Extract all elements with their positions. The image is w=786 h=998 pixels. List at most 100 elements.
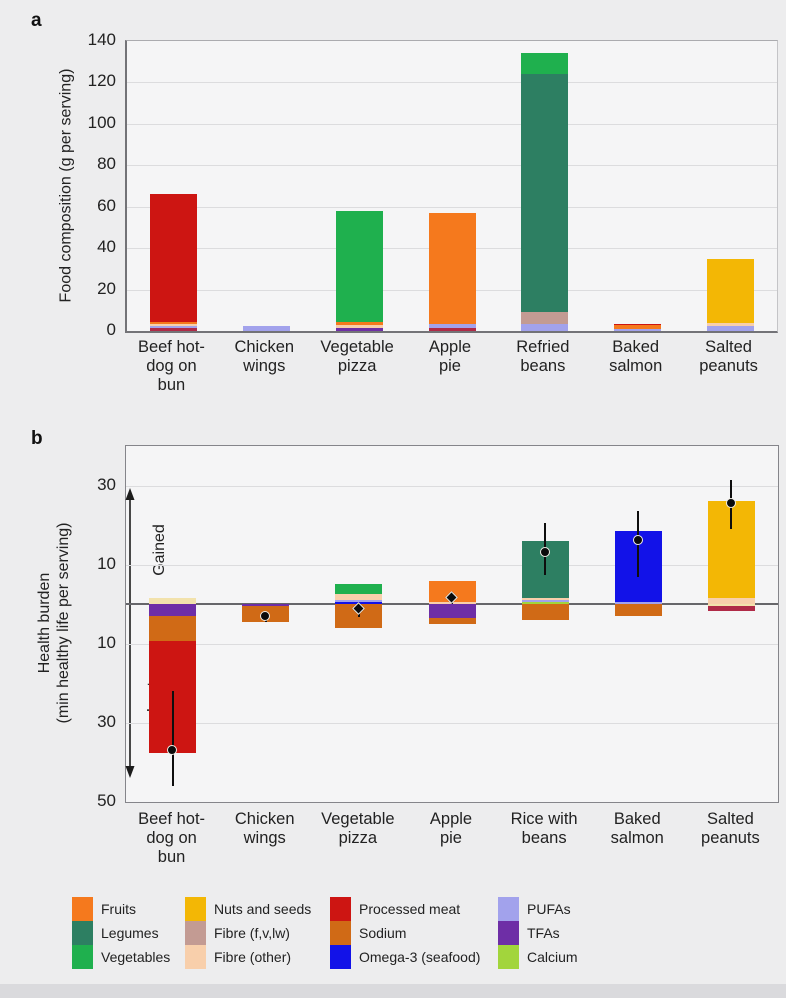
gained-label: Gained — [150, 524, 168, 576]
legend-item: Fibre (other) — [185, 945, 311, 969]
bar-segment-a — [614, 325, 662, 329]
panel-b-y-axis-title-line2: (min healthy life per serving) — [55, 522, 72, 724]
x-axis-label-b: Vegetable pizza — [321, 810, 395, 847]
legend-column: PUFAs TFAs Calcium — [498, 897, 578, 969]
panel-a-letter: a — [31, 10, 42, 31]
bar-segment-a — [707, 325, 755, 331]
bar-segment-a — [149, 325, 197, 329]
y-tick-label-b: 10 — [97, 553, 116, 573]
x-axis-label-a: Vegetable pizza — [320, 338, 394, 375]
y-tick-label-b: 30 — [97, 711, 116, 731]
legend-item: Fibre (f,v,lw) — [185, 921, 311, 945]
bar-segment-b-loss — [521, 604, 569, 621]
legend-item: Vegetables — [72, 945, 170, 969]
gridline-b--10 — [126, 643, 778, 645]
bar-segment-a — [428, 212, 476, 324]
y-tick-label-a: 80 — [97, 154, 116, 174]
legend-swatch-pufas — [498, 897, 519, 921]
x-axis-label-a: Beef hot- dog on bun — [137, 338, 205, 394]
legend-item: Sodium — [330, 921, 480, 945]
legend-label: Fibre (other) — [214, 949, 292, 965]
legend-swatch-fruits — [72, 897, 93, 921]
bar-segment-b-gain — [335, 584, 383, 594]
bar-segment-a — [149, 194, 197, 322]
gridline-b--30 — [126, 722, 778, 724]
y-tick-label-b: 50 — [97, 791, 116, 810]
bar-segment-a — [242, 326, 290, 331]
bar-segment-b-loss — [428, 617, 476, 624]
y-tick-label-b: 10 — [97, 632, 116, 652]
y-tick-label-a: 100 — [87, 112, 116, 132]
gained-lost-arrow-icon — [125, 488, 135, 778]
legend-column: Processed meat Sodium Omega-3 (seafood) — [330, 897, 480, 969]
x-axis-label-a: Baked salmon — [609, 338, 663, 375]
bar-segment-a — [428, 323, 476, 328]
bar-segment-b-gain — [335, 599, 383, 602]
bar-segment-b-gain — [149, 598, 197, 605]
bar-segment-a — [521, 312, 569, 324]
legend-label: Fruits — [101, 901, 136, 917]
legend-item: Legumes — [72, 921, 170, 945]
bar-segment-b-gain — [614, 602, 662, 605]
panel-b-plot-area: Gained Lost — [125, 445, 779, 803]
panel-b-letter: b — [31, 428, 43, 449]
legend-column: Fruits Legumes Vegetables — [72, 897, 170, 969]
bar-segment-b-gain — [521, 602, 569, 605]
bar-segment-b-loss — [242, 604, 290, 606]
legend: Fruits Legumes Vegetables Nuts and seeds Fib… — [0, 897, 786, 977]
bar-segment-a — [149, 321, 197, 324]
bar-segment-a — [521, 323, 569, 331]
legend-swatch-processed-meat — [330, 897, 351, 921]
mean-marker — [725, 497, 736, 508]
mean-marker — [260, 610, 271, 621]
legend-swatch-vegetables — [72, 945, 93, 969]
y-tick-label-a: 120 — [87, 71, 116, 91]
bar-segment-b-loss — [707, 604, 755, 606]
legend-label: Nuts and seeds — [214, 901, 312, 917]
bar-segment-a — [335, 327, 383, 331]
bar-segment-a — [335, 210, 383, 323]
bar-segment-a — [707, 323, 755, 326]
bar-segment-a — [521, 74, 569, 313]
x-axis-label-a: Refried beans — [516, 338, 570, 375]
gridline-a-80 — [127, 165, 777, 167]
mean-marker — [539, 547, 550, 558]
bar-segment-a — [335, 322, 383, 325]
legend-swatch-calcium — [498, 945, 519, 969]
legend-swatch-sodium — [330, 921, 351, 945]
legend-label: TFAs — [527, 925, 560, 941]
x-axis-label-b: Salted peanuts — [701, 810, 760, 847]
bar-segment-b-loss — [149, 616, 197, 641]
x-axis-label-a: Apple pie — [428, 338, 472, 375]
legend-label: Calcium — [527, 949, 578, 965]
legend-swatch-omega-3-seafood- — [330, 945, 351, 969]
legend-label: Processed meat — [359, 901, 461, 917]
gridline-a-100 — [127, 123, 777, 125]
panel-b-y-axis-title: Health burden (min healthy life per serv… — [35, 463, 73, 783]
bar-segment-b-loss — [614, 604, 662, 617]
bar-segment-b-gain — [521, 597, 569, 600]
x-axis-label-b: Chicken wings — [234, 810, 295, 847]
bar-segment-a — [428, 327, 476, 331]
legend-label: Vegetables — [101, 949, 171, 965]
legend-swatch-legumes — [72, 921, 93, 945]
legend-label: PUFAs — [527, 901, 571, 917]
legend-item: TFAs — [498, 921, 578, 945]
x-axis-label-a: Chicken wings — [234, 338, 295, 375]
y-tick-label-b: 30 — [97, 474, 116, 494]
bar-segment-b-loss — [428, 604, 476, 618]
x-axis-label-b: Beef hot- dog on bun — [138, 810, 206, 866]
legend-swatch-tfas — [498, 921, 519, 945]
bar-segment-b-gain — [521, 599, 569, 603]
bar-segment-a — [149, 323, 197, 326]
legend-item: PUFAs — [498, 897, 578, 921]
legend-item: Calcium — [498, 945, 578, 969]
bar-segment-a — [614, 323, 662, 325]
x-axis-label-b: Apple pie — [429, 810, 473, 847]
mean-marker — [632, 535, 643, 546]
legend-column: Nuts and seeds Fibre (f,v,lw) Fibre (other… — [185, 897, 311, 969]
legend-swatch-fibre-f-v-lw- — [185, 921, 206, 945]
legend-swatch-fibre-other- — [185, 945, 206, 969]
legend-item: Nuts and seeds — [185, 897, 311, 921]
